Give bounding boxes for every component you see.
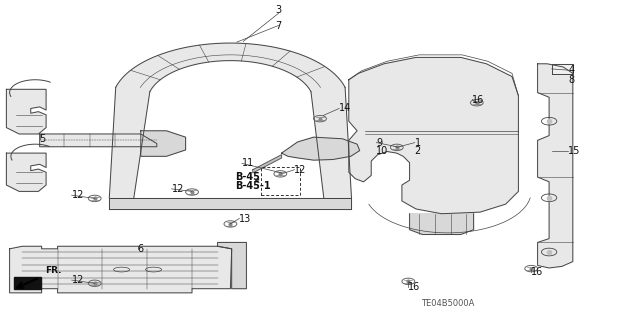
Text: 10: 10 (376, 145, 388, 156)
Text: 12: 12 (72, 275, 84, 285)
Polygon shape (6, 153, 46, 191)
Text: 3: 3 (275, 5, 282, 15)
Polygon shape (10, 246, 232, 293)
Text: 15: 15 (568, 145, 580, 156)
Polygon shape (538, 64, 573, 268)
Text: 6: 6 (138, 244, 144, 255)
Text: 13: 13 (239, 213, 252, 224)
Polygon shape (40, 134, 157, 147)
Polygon shape (552, 64, 573, 74)
Polygon shape (116, 43, 345, 92)
Polygon shape (109, 87, 150, 198)
Text: 7: 7 (275, 20, 282, 31)
Text: FR.: FR. (45, 266, 61, 275)
Text: 4: 4 (568, 65, 575, 75)
Text: 8: 8 (568, 75, 575, 85)
Polygon shape (109, 198, 351, 209)
Text: 9: 9 (376, 137, 383, 148)
Text: 16: 16 (472, 94, 484, 105)
Text: 16: 16 (408, 282, 420, 292)
Text: 12: 12 (72, 190, 84, 200)
Text: 1: 1 (415, 137, 421, 148)
Text: B-45-1: B-45-1 (236, 181, 271, 191)
Text: 16: 16 (531, 267, 543, 277)
Polygon shape (311, 87, 351, 198)
Text: 5: 5 (40, 134, 46, 144)
Text: 11: 11 (242, 158, 254, 168)
Text: 2: 2 (415, 145, 421, 156)
Text: 12: 12 (294, 165, 307, 175)
Polygon shape (410, 214, 474, 234)
Bar (261, 167, 300, 195)
Polygon shape (14, 277, 41, 289)
Polygon shape (282, 137, 360, 160)
Polygon shape (141, 131, 186, 156)
Polygon shape (218, 242, 246, 289)
Text: 12: 12 (172, 184, 184, 194)
Polygon shape (349, 57, 518, 214)
Polygon shape (6, 89, 46, 134)
Text: TE04B5000A: TE04B5000A (421, 299, 475, 308)
Text: B-45: B-45 (236, 172, 260, 182)
Text: 14: 14 (339, 103, 351, 114)
Polygon shape (253, 155, 282, 173)
